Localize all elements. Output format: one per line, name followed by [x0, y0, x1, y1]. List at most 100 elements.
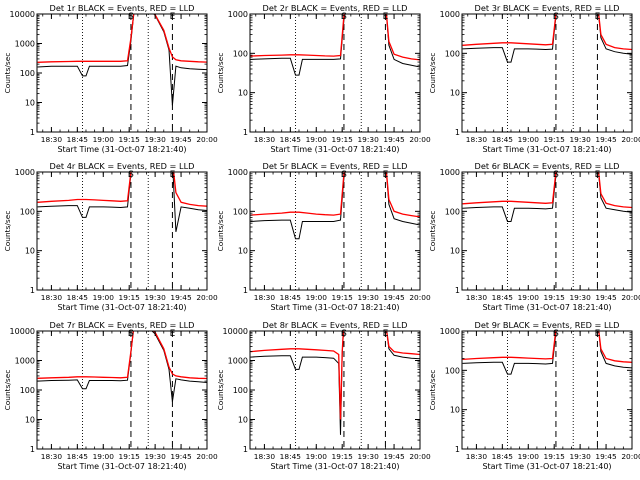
- series-line-events: [462, 331, 632, 375]
- event-annotation: E: [595, 329, 601, 339]
- y-tick-label: 100: [233, 207, 248, 216]
- y-tick-label: 1: [455, 445, 460, 454]
- y-tick-label: 1000: [440, 327, 460, 336]
- x-tick-label: 19:00: [93, 293, 115, 302]
- x-axis-label: Start Time (31-Oct-07 18:21:40): [482, 145, 611, 154]
- x-tick-label: 19:30: [357, 452, 379, 461]
- x-tick-label: 20:00: [409, 135, 431, 144]
- series-line-events: [250, 14, 420, 76]
- y-tick-label: 1: [243, 128, 248, 137]
- event-annotation: E: [383, 12, 389, 22]
- plot-frame: [249, 13, 421, 133]
- event-annotation: S: [128, 12, 134, 22]
- x-tick-label: 19:15: [544, 452, 566, 461]
- event-annotation: S: [341, 12, 347, 22]
- event-annotation: E: [170, 329, 176, 339]
- series-line-events: [462, 14, 632, 63]
- x-tick-label: 19:30: [144, 135, 166, 144]
- x-tick-label: 18:45: [280, 293, 302, 302]
- x-tick-label: 20:00: [196, 135, 218, 144]
- x-tick-label: 18:45: [492, 293, 514, 302]
- y-tick-label: 100: [20, 69, 35, 78]
- event-annotation: S: [128, 170, 134, 180]
- y-tick-label: 100: [445, 49, 460, 58]
- y-tick-label: 10: [25, 416, 35, 425]
- y-tick-label: 1000: [228, 168, 248, 177]
- event-annotation: S: [553, 170, 559, 180]
- x-tick-label: 19:15: [332, 293, 354, 302]
- y-axis-label: Counts/sec: [3, 370, 12, 411]
- x-tick-label: 20:00: [621, 293, 640, 302]
- plot-frame: [249, 330, 421, 450]
- y-tick-label: 10: [450, 406, 460, 415]
- y-axis-label: Counts/sec: [428, 211, 437, 252]
- x-tick-label: 18:45: [67, 293, 89, 302]
- y-tick-label: 1000: [15, 168, 35, 177]
- event-annotation: S: [128, 329, 134, 339]
- y-tick-label: 100: [20, 207, 35, 216]
- y-tick-label: 1: [455, 286, 460, 295]
- series-line-events: [250, 172, 420, 240]
- x-tick-label: 19:15: [544, 293, 566, 302]
- chart-title: Det 6r BLACK = Events, RED = LLD: [475, 161, 620, 171]
- x-tick-label: 18:30: [254, 452, 276, 461]
- x-tick-label: 19:15: [332, 135, 354, 144]
- x-tick-label: 18:45: [492, 135, 514, 144]
- y-tick-label: 100: [233, 386, 248, 395]
- x-tick-label: 20:00: [196, 293, 218, 302]
- y-tick-label: 1000: [15, 357, 35, 366]
- x-tick-label: 19:15: [119, 293, 141, 302]
- x-axis-label: Start Time (31-Oct-07 18:21:40): [57, 303, 186, 312]
- series-line-events: [37, 172, 207, 233]
- y-tick-label: 1000: [15, 40, 35, 49]
- x-tick-label: 19:45: [595, 135, 617, 144]
- x-tick-label: 19:00: [93, 452, 115, 461]
- x-tick-label: 19:45: [383, 293, 405, 302]
- x-tick-label: 19:30: [569, 452, 591, 461]
- x-tick-label: 19:45: [383, 452, 405, 461]
- y-tick-label: 10000: [10, 327, 35, 336]
- x-tick-label: 20:00: [196, 452, 218, 461]
- x-axis-label: Start Time (31-Oct-07 18:21:40): [270, 462, 399, 471]
- x-axis-label: Start Time (31-Oct-07 18:21:40): [57, 145, 186, 154]
- x-tick-label: 19:30: [144, 293, 166, 302]
- chart-title: Det 5r BLACK = Events, RED = LLD: [263, 161, 408, 171]
- y-axis-label: Counts/sec: [216, 53, 225, 94]
- x-tick-label: 19:30: [144, 452, 166, 461]
- y-tick-label: 10: [238, 416, 248, 425]
- series-line-lld: [37, 331, 207, 380]
- x-tick-label: 18:30: [466, 452, 488, 461]
- y-axis-label: Counts/sec: [216, 211, 225, 252]
- x-tick-label: 19:15: [119, 452, 141, 461]
- x-tick-label: 19:30: [569, 293, 591, 302]
- y-axis-label: Counts/sec: [3, 53, 12, 94]
- x-tick-label: 19:15: [544, 135, 566, 144]
- x-tick-label: 20:00: [409, 293, 431, 302]
- x-tick-label: 18:45: [67, 452, 89, 461]
- x-tick-label: 20:00: [621, 452, 640, 461]
- chart-title: Det 4r BLACK = Events, RED = LLD: [50, 161, 195, 171]
- y-axis-label: Counts/sec: [216, 370, 225, 411]
- y-axis-label: Counts/sec: [428, 370, 437, 411]
- y-tick-label: 10: [25, 99, 35, 108]
- event-annotation: E: [170, 170, 176, 180]
- x-axis-label: Start Time (31-Oct-07 18:21:40): [482, 462, 611, 471]
- x-tick-label: 19:00: [518, 135, 540, 144]
- x-axis-label: Start Time (31-Oct-07 18:21:40): [270, 145, 399, 154]
- series-line-lld: [462, 331, 632, 363]
- event-annotation: E: [170, 12, 176, 22]
- event-annotation: S: [553, 329, 559, 339]
- chart-title: Det 8r BLACK = Events, RED = LLD: [263, 320, 408, 330]
- y-tick-label: 10: [238, 247, 248, 256]
- series-line-lld: [250, 14, 420, 61]
- event-annotation: S: [341, 170, 347, 180]
- x-tick-label: 18:45: [280, 135, 302, 144]
- chart-title: Det 3r BLACK = Events, RED = LLD: [475, 3, 620, 13]
- x-tick-label: 19:45: [170, 452, 192, 461]
